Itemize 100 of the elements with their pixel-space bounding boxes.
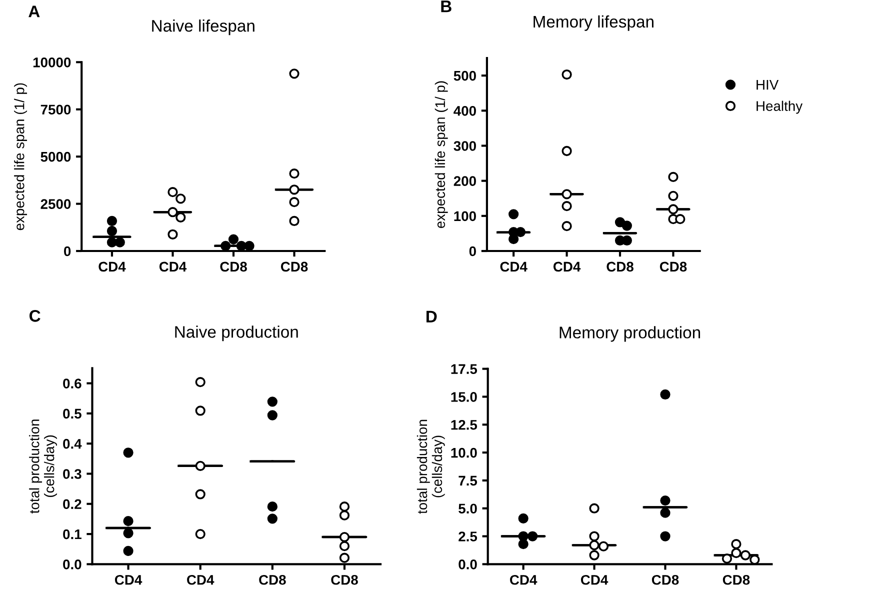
chart-title: Naive production (175, 326, 298, 342)
y-tick-label: 10.0 (451, 448, 477, 458)
point (660, 531, 670, 542)
point (589, 540, 600, 550)
y-tick-label: 100 (454, 211, 476, 222)
x-tick-label: CD8 (280, 262, 308, 272)
point (660, 495, 670, 506)
point (228, 234, 239, 244)
point (339, 541, 350, 552)
text: D (426, 310, 437, 322)
x-tick-label: CD8 (331, 574, 358, 585)
y-axis-title: total production (cells/day) (29, 420, 57, 514)
point (106, 216, 118, 226)
point (267, 396, 278, 407)
point (339, 532, 350, 542)
point (195, 460, 206, 471)
point (339, 502, 350, 512)
point (518, 513, 528, 524)
y-tick-label: 15.0 (451, 392, 477, 402)
chart-title: Naive lifespan (152, 20, 254, 36)
y-tick-label: 0.4 (63, 438, 82, 449)
point (668, 190, 678, 201)
x-tick-label: CD4 (500, 262, 528, 272)
y-tick-label: 7.5 (458, 476, 478, 486)
y-tick-label: 0 (64, 246, 71, 256)
y-tick-label: 200 (454, 176, 476, 186)
point (660, 508, 670, 518)
point (267, 410, 278, 420)
y-tick-label: 0.3 (63, 469, 82, 479)
y-axis-title: expected life span (1/ p) (434, 81, 448, 228)
point (123, 448, 134, 458)
point (195, 489, 206, 500)
y-tick-label: 2.5 (458, 532, 478, 542)
point (660, 389, 670, 400)
text: A (28, 6, 40, 18)
y-tick-label: 0.5 (63, 408, 82, 419)
y-tick-label: 300 (454, 141, 476, 151)
y-tick-label: 0.0 (63, 560, 82, 570)
x-tick-label: CD4 (580, 574, 608, 585)
y-axis-title: expected life span (1/ p) (14, 83, 28, 230)
y-tick-label: 7500 (40, 104, 71, 115)
y-tick-label: 5000 (40, 152, 71, 162)
chart-title: Memory lifespan (534, 15, 654, 31)
point (123, 516, 134, 526)
point (562, 221, 572, 232)
point (589, 550, 600, 560)
point (668, 204, 678, 214)
point (731, 539, 742, 550)
point (168, 187, 178, 198)
x-tick-label: CD4 (98, 262, 126, 272)
y-tick-label: 5.0 (458, 504, 477, 514)
point (508, 209, 519, 220)
x-tick-label: CD4 (510, 574, 538, 585)
point (562, 189, 572, 200)
point (106, 226, 118, 236)
point (508, 234, 519, 244)
point (562, 69, 572, 80)
y-axis-title: total production (cells/day) (416, 420, 445, 514)
point (168, 207, 178, 218)
point (339, 552, 350, 563)
point (267, 502, 278, 512)
point (267, 514, 278, 524)
x-tick-label: CD8 (652, 574, 679, 585)
x-tick-label: CD8 (220, 262, 247, 272)
point (589, 531, 600, 542)
text: C (30, 310, 40, 322)
y-tick-label: 17.5 (451, 364, 478, 374)
point (589, 503, 600, 514)
point (339, 510, 350, 520)
point (562, 201, 572, 212)
point (123, 546, 134, 556)
x-tick-label: CD8 (660, 262, 687, 272)
text: B (441, 0, 452, 12)
point (195, 406, 206, 416)
point (668, 172, 678, 182)
point (168, 229, 178, 240)
y-tick-label: 0.0 (458, 560, 477, 570)
point (731, 548, 742, 558)
point (562, 146, 572, 156)
point (518, 531, 528, 542)
x-tick-label: CD4 (553, 262, 581, 272)
chart-title: Memory production (560, 326, 700, 342)
point (289, 197, 300, 208)
y-tick-label: 500 (454, 70, 476, 81)
y-tick-label: 0 (469, 246, 476, 256)
y-tick-label: 400 (454, 106, 476, 116)
x-tick-label: CD8 (606, 262, 634, 272)
point (289, 216, 300, 226)
x-tick-label: CD4 (114, 574, 142, 585)
x-tick-label: CD8 (722, 574, 750, 585)
y-tick-label: 12.5 (451, 420, 478, 430)
legend-label: Healthy (756, 100, 803, 114)
x-tick-label: CD4 (187, 574, 214, 585)
x-tick-label: CD8 (259, 574, 286, 585)
point (289, 168, 300, 179)
y-tick-label: 2500 (40, 199, 71, 209)
legend-label: HIV (756, 80, 779, 90)
point (289, 68, 300, 79)
point (123, 528, 134, 538)
point (195, 528, 206, 540)
